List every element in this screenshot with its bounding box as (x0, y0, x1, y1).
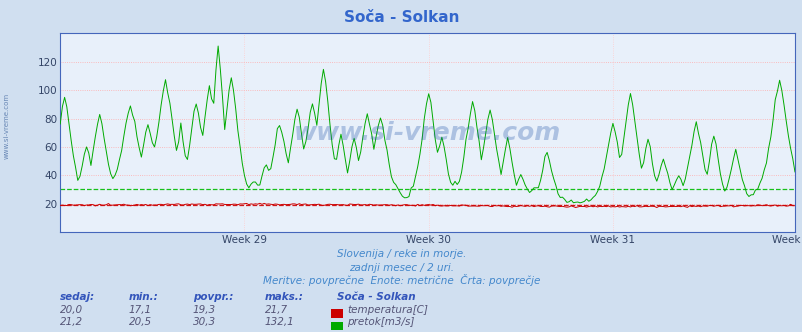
Text: Slovenija / reke in morje.: Slovenija / reke in morje. (336, 249, 466, 259)
Text: sedaj:: sedaj: (60, 292, 95, 302)
Text: pretok[m3/s]: pretok[m3/s] (346, 317, 414, 327)
Text: min.:: min.: (128, 292, 158, 302)
Text: Soča - Solkan: Soča - Solkan (343, 10, 459, 25)
Text: 30,3: 30,3 (192, 317, 216, 327)
Text: 20,0: 20,0 (60, 305, 83, 315)
Text: 21,2: 21,2 (60, 317, 83, 327)
Text: 19,3: 19,3 (192, 305, 216, 315)
Text: Meritve: povprečne  Enote: metrične  Črta: povprečje: Meritve: povprečne Enote: metrične Črta:… (262, 274, 540, 286)
Text: 20,5: 20,5 (128, 317, 152, 327)
Text: zadnji mesec / 2 uri.: zadnji mesec / 2 uri. (349, 263, 453, 273)
Text: www.si-vreme.com: www.si-vreme.com (294, 121, 561, 145)
Text: 21,7: 21,7 (265, 305, 288, 315)
Text: Soča - Solkan: Soča - Solkan (337, 292, 415, 302)
Text: povpr.:: povpr.: (192, 292, 233, 302)
Text: 17,1: 17,1 (128, 305, 152, 315)
Text: temperatura[C]: temperatura[C] (346, 305, 427, 315)
Text: www.si-vreme.com: www.si-vreme.com (3, 93, 10, 159)
Text: maks.:: maks.: (265, 292, 303, 302)
Text: 132,1: 132,1 (265, 317, 294, 327)
